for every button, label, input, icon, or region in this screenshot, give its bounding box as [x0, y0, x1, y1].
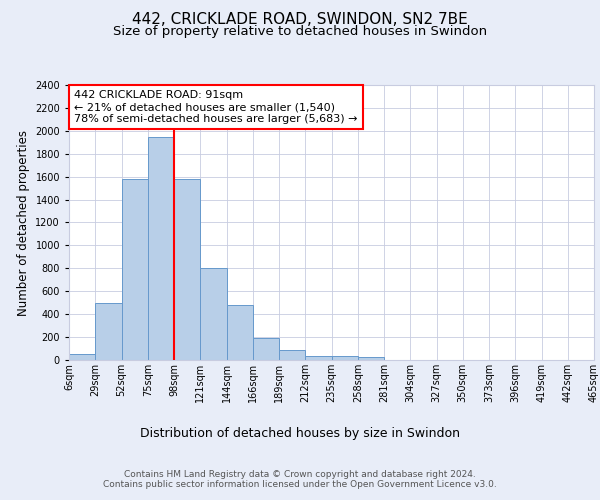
Bar — [331, 356, 358, 360]
Text: Distribution of detached houses by size in Swindon: Distribution of detached houses by size … — [140, 428, 460, 440]
Text: 442 CRICKLADE ROAD: 91sqm
← 21% of detached houses are smaller (1,540)
78% of se: 442 CRICKLADE ROAD: 91sqm ← 21% of detac… — [74, 90, 358, 124]
Text: 442, CRICKLADE ROAD, SWINDON, SN2 7BE: 442, CRICKLADE ROAD, SWINDON, SN2 7BE — [132, 12, 468, 28]
Bar — [279, 350, 305, 360]
Bar — [69, 354, 95, 360]
Text: Contains HM Land Registry data © Crown copyright and database right 2024.
Contai: Contains HM Land Registry data © Crown c… — [103, 470, 497, 490]
Bar — [253, 338, 279, 360]
Bar — [358, 357, 384, 360]
Bar — [174, 179, 200, 360]
Bar — [121, 179, 148, 360]
Bar — [227, 305, 253, 360]
Bar — [200, 268, 227, 360]
Bar — [95, 302, 121, 360]
Bar — [148, 136, 174, 360]
Bar — [305, 356, 331, 360]
Text: Size of property relative to detached houses in Swindon: Size of property relative to detached ho… — [113, 25, 487, 38]
Y-axis label: Number of detached properties: Number of detached properties — [17, 130, 29, 316]
